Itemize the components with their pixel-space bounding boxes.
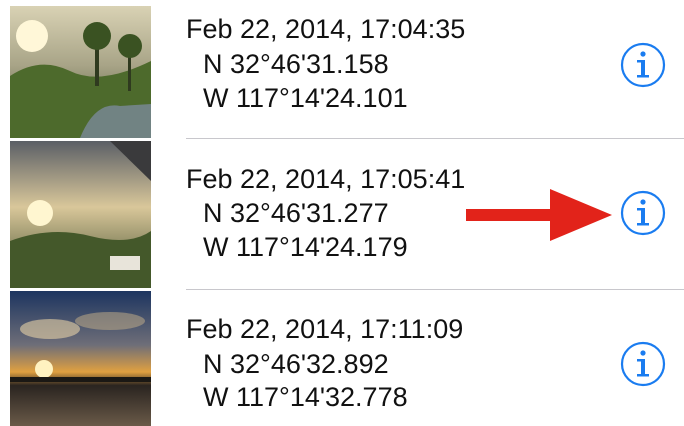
longitude: W 117°14'24.101 (203, 81, 408, 115)
photo-row[interactable]: Feb 22, 2014, 17:04:35 N 32°46'31.158 W … (0, 0, 684, 139)
latitude: N 32°46'31.158 (203, 47, 389, 81)
latitude: N 32°46'31.277 (203, 196, 389, 230)
timestamp: Feb 22, 2014, 17:05:41 (186, 162, 465, 196)
info-button[interactable] (620, 341, 666, 387)
thumbnail (10, 141, 151, 288)
photo-row[interactable]: Feb 22, 2014, 17:11:09 N 32°46'32.892 W … (0, 290, 684, 426)
screen: Feb 22, 2014, 17:04:35 N 32°46'31.158 W … (0, 0, 684, 426)
info-button[interactable] (620, 42, 666, 88)
timestamp: Feb 22, 2014, 17:04:35 (186, 12, 465, 46)
thumbnail (10, 6, 151, 138)
red-arrow (466, 189, 612, 241)
longitude: W 117°14'24.179 (203, 230, 408, 264)
thumbnail (10, 291, 151, 426)
longitude: W 117°14'32.778 (203, 380, 408, 414)
info-button[interactable] (620, 190, 666, 236)
timestamp: Feb 22, 2014, 17:11:09 (186, 312, 463, 346)
latitude: N 32°46'32.892 (203, 347, 389, 381)
photo-row[interactable]: Feb 22, 2014, 17:05:41 N 32°46'31.277 W … (0, 139, 684, 289)
